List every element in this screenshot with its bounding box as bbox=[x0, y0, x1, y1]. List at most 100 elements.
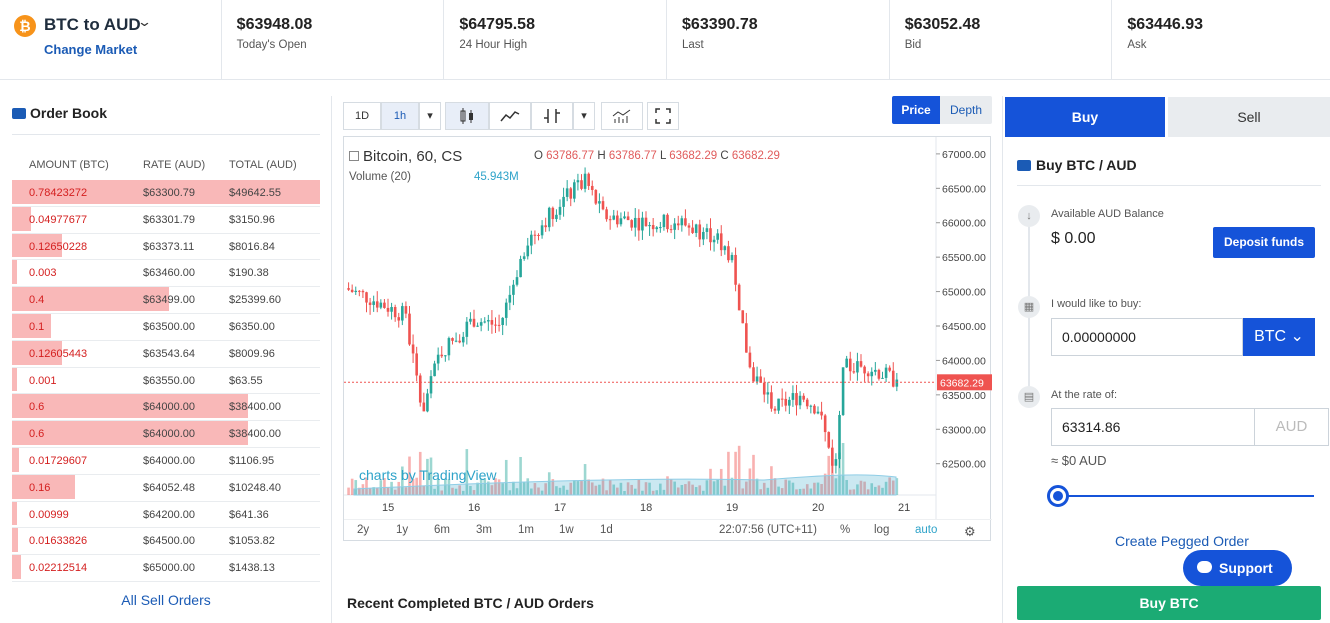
candle-body bbox=[895, 379, 899, 387]
studies-icon[interactable] bbox=[601, 102, 643, 130]
deposit-funds-button[interactable]: Deposit funds bbox=[1213, 227, 1315, 258]
range-1y[interactable]: 1y bbox=[396, 524, 409, 536]
volume-bar bbox=[745, 481, 748, 495]
range-1m[interactable]: 1m bbox=[518, 524, 534, 536]
order-amount: 0.01633826 bbox=[29, 535, 88, 548]
volume-bar bbox=[788, 480, 791, 495]
volume-bar bbox=[838, 452, 841, 495]
currency-select[interactable]: BTC ⌄ bbox=[1243, 318, 1315, 356]
candlestick-chart[interactable]: 67000.00 66500.00 66000.00 65500.00 65000.00… bbox=[344, 137, 992, 542]
sell-tab[interactable]: Sell bbox=[1168, 97, 1330, 137]
order-book-row[interactable]: 0.001 $63550.00 $63.55 bbox=[12, 367, 320, 395]
tradingview-brand[interactable]: charts by TradingView bbox=[359, 467, 497, 483]
volume-bar bbox=[874, 486, 877, 495]
order-book-row[interactable]: 0.01729607 $64000.00 $1106.95 bbox=[12, 447, 320, 475]
all-sell-orders-link[interactable]: All Sell Orders bbox=[121, 592, 211, 608]
order-book-row[interactable]: 0.6 $64000.00 $38400.00 bbox=[12, 421, 320, 448]
amount-slider-handle[interactable] bbox=[1047, 485, 1069, 507]
order-amount: 0.6 bbox=[29, 401, 45, 414]
order-amount: 0.4 bbox=[29, 294, 45, 307]
volume-bar bbox=[512, 481, 515, 495]
interval-dropdown-icon[interactable]: ▾ bbox=[419, 102, 441, 130]
volume-bar bbox=[651, 490, 655, 495]
volume-bar bbox=[422, 485, 426, 495]
candle-body bbox=[820, 411, 823, 416]
auto-toggle[interactable]: auto bbox=[915, 524, 938, 536]
market-title[interactable]: BTC to AUD bbox=[44, 15, 141, 34]
range-1d[interactable]: 1d bbox=[600, 524, 613, 536]
candle-body bbox=[598, 201, 601, 204]
range-1w[interactable]: 1w bbox=[559, 524, 574, 536]
order-book-row[interactable]: 0.4 $63499.00 $25399.60 bbox=[12, 287, 320, 314]
indicator-icon[interactable] bbox=[531, 102, 573, 130]
volume-bar bbox=[608, 479, 612, 495]
y-tick-label: 62500.00 bbox=[942, 459, 986, 471]
calculator-icon: ▦ bbox=[1018, 296, 1040, 318]
candle-body bbox=[447, 338, 451, 356]
support-button[interactable]: Support bbox=[1183, 550, 1292, 586]
area-chart-icon[interactable] bbox=[489, 102, 531, 130]
order-book-row[interactable]: 0.16 $64052.48 $10248.40 bbox=[12, 474, 320, 502]
candle-body bbox=[390, 307, 393, 312]
buy-btc-button[interactable]: Buy BTC bbox=[1017, 586, 1321, 620]
recent-orders-title: Recent Completed BTC / AUD Orders bbox=[347, 595, 594, 611]
interval-1h-button[interactable]: 1h bbox=[381, 102, 419, 130]
stat-label: Ask bbox=[1127, 39, 1147, 51]
chart-panel: 1D 1h ▾ ▾ Price Depth 67000.00 66500.00 66… bbox=[333, 96, 1001, 623]
amount-slider-track[interactable] bbox=[1058, 495, 1314, 497]
rate-input[interactable]: 63314.86 bbox=[1051, 408, 1255, 446]
create-pegged-order-link[interactable]: Create Pegged Order bbox=[1115, 533, 1249, 549]
y-tick-label: 63000.00 bbox=[942, 424, 986, 436]
candle-body bbox=[583, 173, 587, 189]
volume-bar bbox=[684, 484, 687, 495]
candles-icon[interactable] bbox=[445, 102, 489, 130]
volume-bar bbox=[358, 487, 361, 495]
volume-bar bbox=[444, 479, 447, 495]
candle-body bbox=[741, 310, 745, 324]
depth-bar bbox=[12, 340, 62, 365]
order-book-row[interactable]: 0.6 $64000.00 $38400.00 bbox=[12, 394, 320, 422]
candle-body bbox=[856, 361, 859, 373]
y-tick-label: 65500.00 bbox=[942, 252, 986, 264]
order-book-row[interactable]: 0.003 $63460.00 $190.38 bbox=[12, 260, 320, 288]
order-total: $25399.60 bbox=[229, 294, 281, 307]
chevron-down-icon[interactable]: ⌄ bbox=[136, 14, 153, 29]
rate-icon: ▤ bbox=[1018, 386, 1040, 408]
volume-bar bbox=[526, 478, 530, 495]
fullscreen-icon[interactable] bbox=[647, 102, 679, 130]
volume-bar bbox=[623, 490, 626, 495]
range-6m[interactable]: 6m bbox=[434, 524, 450, 536]
log-toggle[interactable]: log bbox=[874, 524, 890, 536]
buy-amount-input[interactable]: 0.00000000 bbox=[1051, 318, 1243, 356]
chart-type-dropdown-icon[interactable]: ▾ bbox=[573, 102, 595, 130]
order-book-row[interactable]: 0.12650228 $63373.11 $8016.84 bbox=[12, 233, 320, 261]
order-book-row[interactable]: 0.00999 $64200.00 $641.36 bbox=[12, 501, 320, 529]
order-book-row[interactable]: 0.12605443 $63543.64 $8009.96 bbox=[12, 340, 320, 368]
depth-bar bbox=[12, 474, 75, 499]
order-book-row[interactable]: 0.78423272 $63300.79 $49642.55 bbox=[12, 180, 320, 207]
order-book-row[interactable]: 0.02212514 $65000.00 $1438.13 bbox=[12, 555, 320, 582]
price-chart[interactable]: 67000.00 66500.00 66000.00 65500.00 65000.00… bbox=[343, 136, 992, 542]
interval-1d-button[interactable]: 1D bbox=[343, 102, 381, 130]
order-book-row[interactable]: 0.1 $63500.00 $6350.00 bbox=[12, 313, 320, 341]
range-2y[interactable]: 2y bbox=[357, 524, 370, 536]
change-market-link[interactable]: Change Market bbox=[44, 42, 138, 57]
collapse-icon[interactable] bbox=[349, 151, 359, 161]
balance-label: Available AUD Balance bbox=[1051, 208, 1164, 220]
volume-bar bbox=[698, 485, 702, 495]
volume-bar bbox=[863, 481, 866, 495]
volume-bar bbox=[791, 482, 795, 495]
percent-toggle[interactable]: % bbox=[840, 524, 851, 536]
order-book-row[interactable]: 0.04977677 $63301.79 $3150.96 bbox=[12, 206, 320, 234]
market-selector[interactable]: ₿ BTC to AUD ⌄ Change Market bbox=[0, 0, 222, 79]
depth-tab[interactable]: Depth bbox=[940, 96, 992, 124]
candle-body bbox=[709, 228, 712, 243]
order-book-row[interactable]: 0.01633826 $64500.00 $1053.82 bbox=[12, 528, 320, 556]
range-3m[interactable]: 3m bbox=[476, 524, 492, 536]
buy-tab[interactable]: Buy bbox=[1005, 97, 1165, 137]
settings-gear-icon[interactable]: ⚙ bbox=[964, 524, 976, 539]
price-tab[interactable]: Price bbox=[892, 96, 940, 124]
stat-label: Today's Open bbox=[236, 39, 307, 51]
candle-body bbox=[874, 369, 877, 372]
volume-bar bbox=[705, 480, 709, 495]
